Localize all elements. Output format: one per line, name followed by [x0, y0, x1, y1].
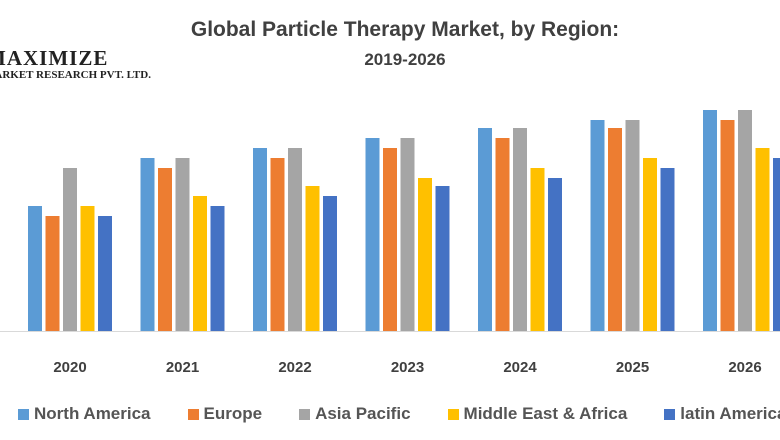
bar-2021-north-america	[140, 158, 155, 331]
bar-2026-latin-america	[773, 158, 780, 331]
legend-item: latin America	[664, 404, 780, 424]
bar-2023-middle-east-africa	[418, 178, 432, 331]
legend: North America Europe Asia Pacific Middle Ea…	[18, 404, 780, 425]
bar-2024-latin-america	[548, 178, 562, 331]
bar-2023-asia-pacific	[400, 138, 415, 331]
legend-item: Middle East & Africa	[447, 404, 628, 424]
bar-2025-north-america	[590, 120, 605, 331]
x-tick-label: 2022	[278, 359, 311, 376]
bar-2020-asia-pacific	[63, 168, 77, 331]
legend-swatch	[664, 408, 676, 420]
bar-2024-middle-east-africa	[530, 168, 545, 331]
bar-2021-asia-pacific	[175, 158, 190, 331]
legend-label: North America	[34, 404, 151, 423]
bar-2022-middle-east-africa	[305, 186, 320, 331]
logo-line2: MARKET RESEARCH PVT. LTD.	[0, 69, 151, 81]
bar-2026-asia-pacific	[738, 110, 752, 331]
bar-2025-europe	[608, 128, 622, 331]
bar-2022-north-america	[253, 148, 267, 331]
bar-2023-north-america	[365, 138, 380, 331]
bar-2023-europe	[383, 148, 397, 331]
chart-title: Global Particle Therapy Market, by Regio…	[190, 18, 620, 41]
legend-item: North America	[18, 404, 151, 424]
bar-2026-middle-east-africa	[755, 148, 770, 331]
bar-2024-europe	[495, 138, 510, 331]
bar-2020-latin-america	[98, 216, 112, 331]
legend-label: Europe	[203, 404, 263, 423]
logo-line1: MAXIMIZE	[0, 46, 109, 70]
x-tick-label: 2025	[616, 359, 649, 376]
bar-2022-asia-pacific	[288, 148, 302, 331]
legend-swatch	[187, 408, 199, 420]
x-tick-label: 2023	[391, 359, 424, 376]
legend-swatch	[299, 408, 311, 420]
bar-2022-europe	[270, 158, 285, 331]
bar-2021-europe	[158, 168, 172, 331]
chart-subtitle: 2019-2026	[364, 50, 446, 69]
legend-swatch	[18, 408, 29, 420]
bar-2025-latin-america	[660, 168, 675, 331]
legend-label: Asia Pacific	[315, 404, 411, 423]
legend-item: Asia Pacific	[299, 404, 411, 424]
bar-2023-latin-america	[435, 186, 450, 331]
watermark-logo: MAXIMIZE MARKET RESEARCH PVT. LTD.	[0, 46, 151, 81]
x-tick-label: 2020	[53, 359, 86, 376]
bar-2024-asia-pacific	[513, 128, 527, 331]
bar-2026-europe	[720, 120, 735, 331]
x-tick-label: 2021	[166, 359, 199, 376]
bar-2021-latin-america	[210, 206, 225, 331]
legend-label: latin America	[680, 404, 780, 423]
legend-label: Middle East & Africa	[463, 404, 628, 423]
legend-swatch	[447, 408, 459, 420]
bar-2020-north-america	[28, 206, 42, 331]
bar-2020-europe	[45, 216, 60, 331]
x-tick-label: 2026	[728, 359, 761, 376]
legend-item: Europe	[187, 404, 263, 424]
bar-2025-asia-pacific	[625, 120, 640, 331]
bar-2022-latin-america	[323, 196, 337, 331]
bar-2020-middle-east-africa	[80, 206, 95, 331]
x-tick-label: 2024	[503, 359, 537, 376]
bar-2024-north-america	[478, 128, 492, 331]
bar-2021-middle-east-africa	[193, 196, 207, 331]
bar-2026-north-america	[703, 110, 717, 331]
bar-2025-middle-east-africa	[643, 158, 657, 331]
